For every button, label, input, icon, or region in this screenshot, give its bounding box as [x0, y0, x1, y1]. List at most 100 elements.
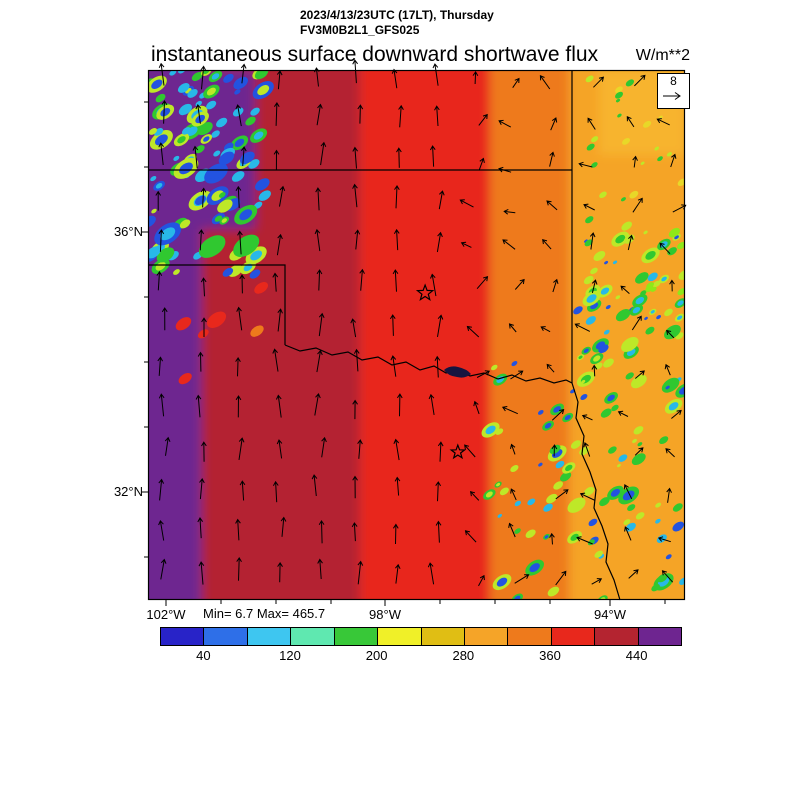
wind-arrow — [158, 393, 165, 417]
wind-arrow — [235, 356, 241, 377]
wind-arrow — [581, 414, 593, 421]
wind-arrow — [311, 474, 318, 497]
wind-arrow — [469, 491, 480, 501]
cloud-speckle — [253, 131, 264, 140]
cloud-speckle — [581, 379, 586, 384]
wind-arrow — [476, 370, 491, 378]
wind-arrow — [549, 151, 555, 167]
cloud-speckle — [615, 234, 626, 244]
cloud-speckle — [633, 378, 643, 387]
wind-arrow — [546, 363, 555, 373]
wind-arrow — [656, 118, 670, 126]
border-texas-louisiana — [571, 382, 621, 601]
cloud-speckles — [148, 70, 685, 600]
cloud-speckle — [248, 159, 260, 169]
cloud-speckle — [617, 463, 621, 468]
wind-arrow — [591, 578, 603, 585]
cloud-speckle — [213, 150, 221, 157]
cloud-speckle — [253, 201, 263, 209]
wind-arrow — [276, 233, 283, 256]
cloud-speckle — [195, 100, 202, 107]
wind-arrow — [551, 408, 565, 421]
axis-ticks — [142, 101, 666, 606]
colorbar-segment — [378, 628, 422, 645]
cloud-speckle — [643, 230, 648, 235]
cloud-speckle — [586, 294, 597, 303]
wind-arrow — [583, 203, 595, 211]
min-max-stats: Min= 6.7 Max= 465.7 — [203, 606, 326, 621]
cloud-speckle — [598, 344, 609, 354]
wind-arrow — [155, 190, 162, 211]
wind-arrow — [235, 518, 241, 541]
cloud-speckle — [610, 488, 621, 497]
wind-arrow — [550, 117, 558, 131]
wind-arrow — [436, 231, 443, 253]
cloud-speckle — [677, 300, 684, 306]
cloud-speckle — [496, 482, 501, 487]
cloud-speckle — [243, 263, 253, 272]
wind-arrow — [508, 323, 517, 333]
wind-arrow — [549, 532, 555, 545]
cloud-speckle — [607, 394, 615, 402]
wind-arrow — [197, 517, 204, 539]
wind-arrow — [632, 155, 638, 168]
wind-arrow — [429, 145, 436, 167]
wind-arrow — [634, 74, 646, 87]
cloud-speckle — [197, 329, 209, 339]
cloud-speckle — [245, 116, 256, 126]
cloud-speckle — [231, 171, 245, 182]
wind-arrow — [438, 190, 445, 210]
wind-arrow — [664, 363, 671, 376]
lat-label-36n: 36°N — [113, 224, 143, 239]
plot-title: instantaneous surface downward shortwave… — [151, 43, 599, 66]
cloud-speckle — [218, 192, 226, 198]
city-star-marker — [449, 443, 467, 460]
flux-band — [360, 70, 491, 600]
wind-arrow — [315, 187, 321, 211]
cloud-speckle — [257, 85, 270, 96]
cloud-speckle — [217, 199, 233, 213]
cloud-speckle — [173, 269, 180, 275]
flux-field — [148, 70, 685, 600]
cloud-speckle — [583, 275, 594, 285]
wind-arrow — [435, 520, 442, 543]
cloud-speckle — [499, 487, 509, 496]
cloud-speckle — [603, 358, 614, 368]
cloud-speckle — [206, 100, 217, 110]
cloud-speckle — [587, 539, 595, 546]
cloud-speckle — [496, 577, 508, 587]
wind-arrow — [276, 439, 283, 459]
cloud-speckle — [497, 513, 503, 518]
cloud-speckle — [651, 584, 660, 592]
cloud-speckle — [254, 282, 268, 294]
cloud-speckle — [234, 138, 245, 148]
wind-arrow — [164, 436, 171, 456]
cloud-speckle — [510, 465, 519, 473]
wind-arrow — [321, 436, 327, 458]
cloud-speckle — [175, 317, 192, 331]
cloud-speckle — [632, 306, 641, 314]
wind-arrow — [576, 536, 593, 545]
wind-arrow — [552, 278, 559, 293]
wind-arrow — [156, 270, 163, 291]
cloud-speckle — [585, 216, 594, 224]
cloud-speckle — [650, 286, 657, 292]
wind-arrow — [659, 242, 671, 255]
wind-arrow — [320, 141, 327, 166]
wind-arrow — [555, 489, 569, 500]
wind-arrow — [393, 438, 400, 461]
cloud-speckle — [612, 260, 618, 265]
cloud-speckle — [538, 462, 543, 467]
wind-arrow — [398, 104, 404, 128]
wind-arrow — [578, 161, 593, 168]
cloud-speckle — [571, 500, 582, 510]
lon-label-102w: 102°W — [146, 607, 186, 622]
datetime-line: 2023/4/13/23UTC (17LT), Thursday — [300, 8, 494, 22]
wind-arrow — [583, 442, 591, 457]
cloud-speckle — [655, 502, 662, 508]
cloud-speckle — [258, 190, 271, 201]
cloud-speckle — [583, 348, 589, 353]
cloud-speckle — [218, 151, 235, 165]
cloud-speckle — [609, 447, 615, 453]
